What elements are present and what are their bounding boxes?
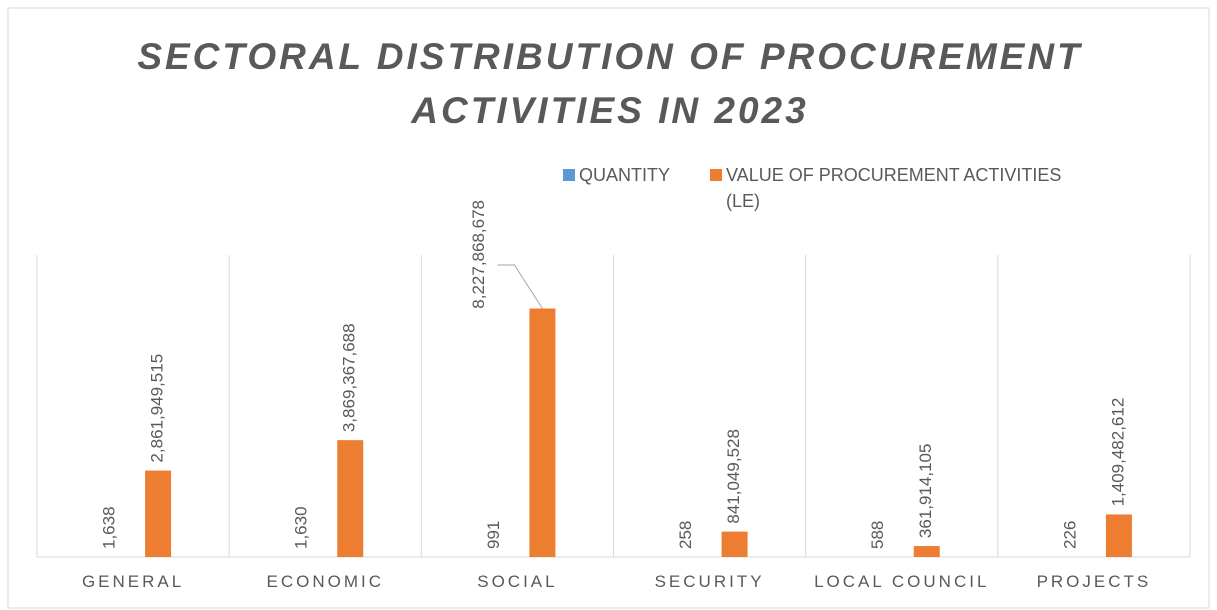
bar	[1105, 514, 1132, 557]
data-label: 1,638	[100, 506, 119, 549]
data-label: 226	[1060, 521, 1079, 549]
x-tick-label: SOCIAL	[477, 572, 557, 591]
legend-item: VALUE OF PROCUREMENT ACTIVITIES (LE)	[710, 162, 1086, 214]
data-label: 8,227,868,678	[469, 200, 488, 309]
data-label: 258	[676, 521, 695, 549]
data-label: 2,861,949,515	[148, 354, 167, 463]
x-tick-label: ECONOMIC	[267, 572, 385, 591]
legend: QUANTITY VALUE OF PROCUREMENT ACTIVITIES …	[563, 162, 1163, 214]
chart-title: SECTORAL DISTRIBUTION OF PROCUREMENT ACT…	[137, 36, 1083, 131]
x-tick-label: LOCAL COUNCIL	[814, 572, 989, 591]
bar	[337, 440, 364, 557]
legend-label: VALUE OF PROCUREMENT ACTIVITIES (LE)	[726, 165, 1062, 211]
data-label: 1,409,482,612	[1108, 398, 1127, 507]
chart-border	[7, 7, 1210, 609]
legend-swatch	[710, 169, 723, 181]
data-label: 3,869,367,688	[340, 323, 359, 432]
legend-swatch	[563, 169, 575, 181]
bar	[529, 308, 556, 557]
bar	[913, 546, 940, 557]
data-label: 1,630	[292, 506, 311, 549]
data-label: 588	[868, 521, 887, 549]
x-tick-label: PROJECTS	[1037, 572, 1152, 591]
x-tick-label: SECURITY	[655, 572, 765, 591]
legend-item: QUANTITY	[563, 162, 670, 214]
bar	[721, 531, 748, 557]
data-label: 361,914,105	[916, 444, 935, 539]
leader-line	[497, 264, 543, 309]
legend-label: QUANTITY	[579, 165, 671, 185]
data-label: 991	[484, 521, 503, 549]
x-tick-label: GENERAL	[82, 572, 184, 591]
bar	[145, 470, 172, 557]
data-label: 841,049,528	[724, 429, 743, 524]
